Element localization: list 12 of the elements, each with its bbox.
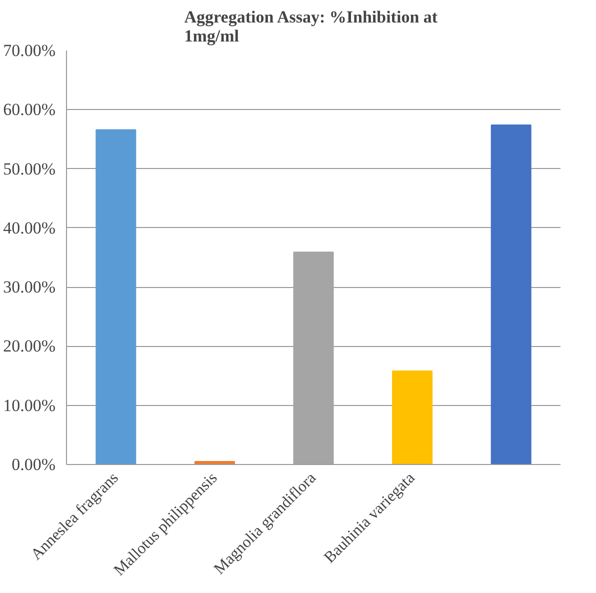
y-tick-label: 0.00% [12,455,56,474]
bar [490,124,532,464]
bar [96,129,136,464]
y-tick-label: 30.00% [3,278,56,297]
y-tick-label: 50.00% [3,159,56,178]
y-tick-label: 20.00% [3,336,56,356]
y-tick-label: 70.00% [3,41,56,60]
y-tick-label: 10.00% [3,396,56,415]
chart-title: Aggregation Assay: %Inhibition at 1mg/ml [184,8,438,46]
y-tick-label: 60.00% [3,100,56,120]
bar [392,370,433,464]
y-tick-label: 40.00% [3,218,56,238]
